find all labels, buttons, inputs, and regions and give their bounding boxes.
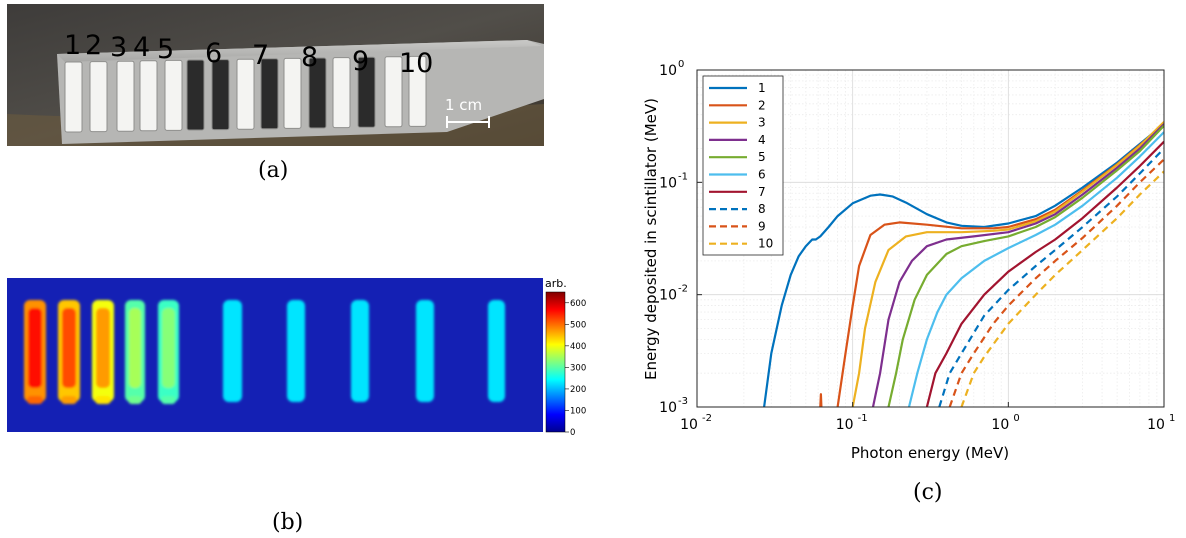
scintillator-strip — [351, 300, 369, 402]
scintillator-window — [357, 56, 376, 128]
photo-panel: 1 2 3 4 5 6 7 8 9 10 1 cm — [7, 4, 544, 146]
plot-frame — [696, 69, 1165, 408]
x-tick-label: 10 — [680, 417, 698, 433]
strip-hot-core — [96, 308, 110, 388]
legend-label: 1 — [758, 81, 766, 95]
x-tick-exponent: -1 — [858, 413, 868, 424]
strip-hot-core — [28, 308, 42, 388]
scintillator-window — [283, 57, 302, 129]
colorbar-tick-label: 100 — [570, 406, 586, 416]
colorbar-label: arb. — [545, 277, 567, 290]
legend-label: 5 — [758, 150, 766, 164]
detector-number-label: 8 — [301, 42, 318, 73]
x-tick-exponent: 0 — [1013, 413, 1019, 424]
strip-end-spot — [161, 396, 176, 404]
scintillator-window — [260, 58, 279, 130]
scintillator-strip — [416, 300, 434, 402]
strip-end-spot — [95, 396, 111, 404]
strip-hot-core — [129, 308, 141, 388]
colorbar-tick-label: 300 — [570, 363, 586, 373]
detector-number-label: 9 — [352, 46, 369, 77]
legend-label: 9 — [758, 219, 766, 233]
colorbar — [545, 291, 566, 433]
series-line-9 — [948, 158, 1164, 407]
scintillator-window — [116, 60, 135, 132]
detector-number-label: 5 — [157, 34, 174, 65]
legend-label: 7 — [758, 185, 766, 199]
detector-number-label: 1 — [64, 30, 81, 61]
strip-end-spot — [27, 396, 43, 404]
x-axis-label: Photon energy (MeV) — [851, 444, 1009, 462]
colorbar-tick-label: 600 — [570, 299, 586, 309]
intensity-image — [7, 278, 543, 432]
deposition-chart: 10 -2 10 -1 10 0 10 1 10 -3 10 -2 10 -1 10 0 Photon en… — [630, 40, 1186, 480]
series-line-5 — [887, 124, 1164, 407]
series-line-8 — [938, 147, 1164, 407]
legend-label: 6 — [758, 168, 766, 182]
y-tick-exponent: -2 — [678, 284, 688, 295]
scintillator-window — [164, 59, 183, 131]
scintillator-window — [408, 55, 427, 127]
series-line-6 — [907, 131, 1164, 407]
caption-c: (c) — [913, 480, 943, 505]
colorbar-tick-label: 0 — [570, 428, 575, 436]
scintillator-photo: 1 2 3 4 5 6 7 8 9 10 1 cm — [7, 4, 544, 146]
x-tick-label: 10 — [1147, 417, 1165, 433]
scintillator-window — [64, 61, 83, 133]
strip-end-spot — [61, 396, 77, 404]
scintillator-strip — [488, 300, 505, 402]
scintillator-window — [139, 60, 158, 132]
scintillator-window — [236, 58, 255, 130]
x-tick-label: 10 — [991, 417, 1009, 433]
scintillator-window — [308, 57, 327, 129]
scintillator-window — [186, 59, 205, 131]
detector-number-label: 6 — [205, 38, 222, 69]
legend-box — [702, 75, 784, 256]
series-line-1 — [763, 123, 1164, 407]
caption-a: (a) — [258, 158, 289, 183]
detector-number-label: 7 — [252, 40, 269, 71]
legend-label: 4 — [758, 133, 766, 147]
series-line-3 — [851, 121, 1164, 407]
scintillator-window — [332, 57, 351, 129]
series-line-7 — [925, 140, 1164, 407]
legend-label: 2 — [758, 98, 766, 112]
y-tick-label: 10 — [659, 63, 677, 79]
x-tick-exponent: 1 — [1169, 413, 1175, 424]
detector-number-label: 3 — [110, 32, 127, 63]
legend-label: 8 — [758, 202, 766, 216]
detector-number-label: 2 — [85, 30, 102, 61]
x-tick-exponent: -2 — [702, 413, 712, 424]
intensity-image-panel: arb. 600 500 400 300 200 100 0 — [7, 276, 607, 438]
detector-number-label: 10 — [399, 48, 433, 79]
scintillator-window — [89, 61, 108, 133]
scintillator-strip — [223, 300, 242, 402]
strip-hot-core — [62, 308, 76, 388]
series-line-2 — [819, 393, 823, 407]
series-line-4 — [871, 123, 1164, 407]
x-tick-label: 10 — [836, 417, 854, 433]
strip-hot-core — [162, 308, 175, 388]
y-tick-exponent: -1 — [678, 171, 688, 182]
colorbar-tick-label: 400 — [570, 342, 586, 352]
scintillator-window — [384, 56, 403, 128]
strip-end-spot — [128, 396, 142, 404]
y-tick-exponent: 0 — [678, 59, 684, 70]
series-line-10 — [960, 170, 1164, 407]
scale-bar-label: 1 cm — [445, 96, 482, 114]
legend-label: 3 — [758, 116, 766, 130]
scintillator-window — [211, 59, 230, 131]
y-tick-label: 10 — [659, 175, 677, 191]
colorbar-tick-label: 500 — [570, 320, 586, 330]
y-tick-exponent: -3 — [678, 396, 688, 407]
colorbar-tick-label: 200 — [570, 385, 586, 395]
y-tick-label: 10 — [659, 400, 677, 416]
detector-number-label: 4 — [133, 32, 150, 63]
y-tick-label: 10 — [659, 288, 677, 304]
legend-label: 10 — [758, 237, 773, 251]
scintillator-strip — [287, 300, 305, 402]
caption-b: (b) — [272, 510, 304, 535]
y-axis-label: Energy deposited in scintillator (MeV) — [642, 98, 660, 380]
